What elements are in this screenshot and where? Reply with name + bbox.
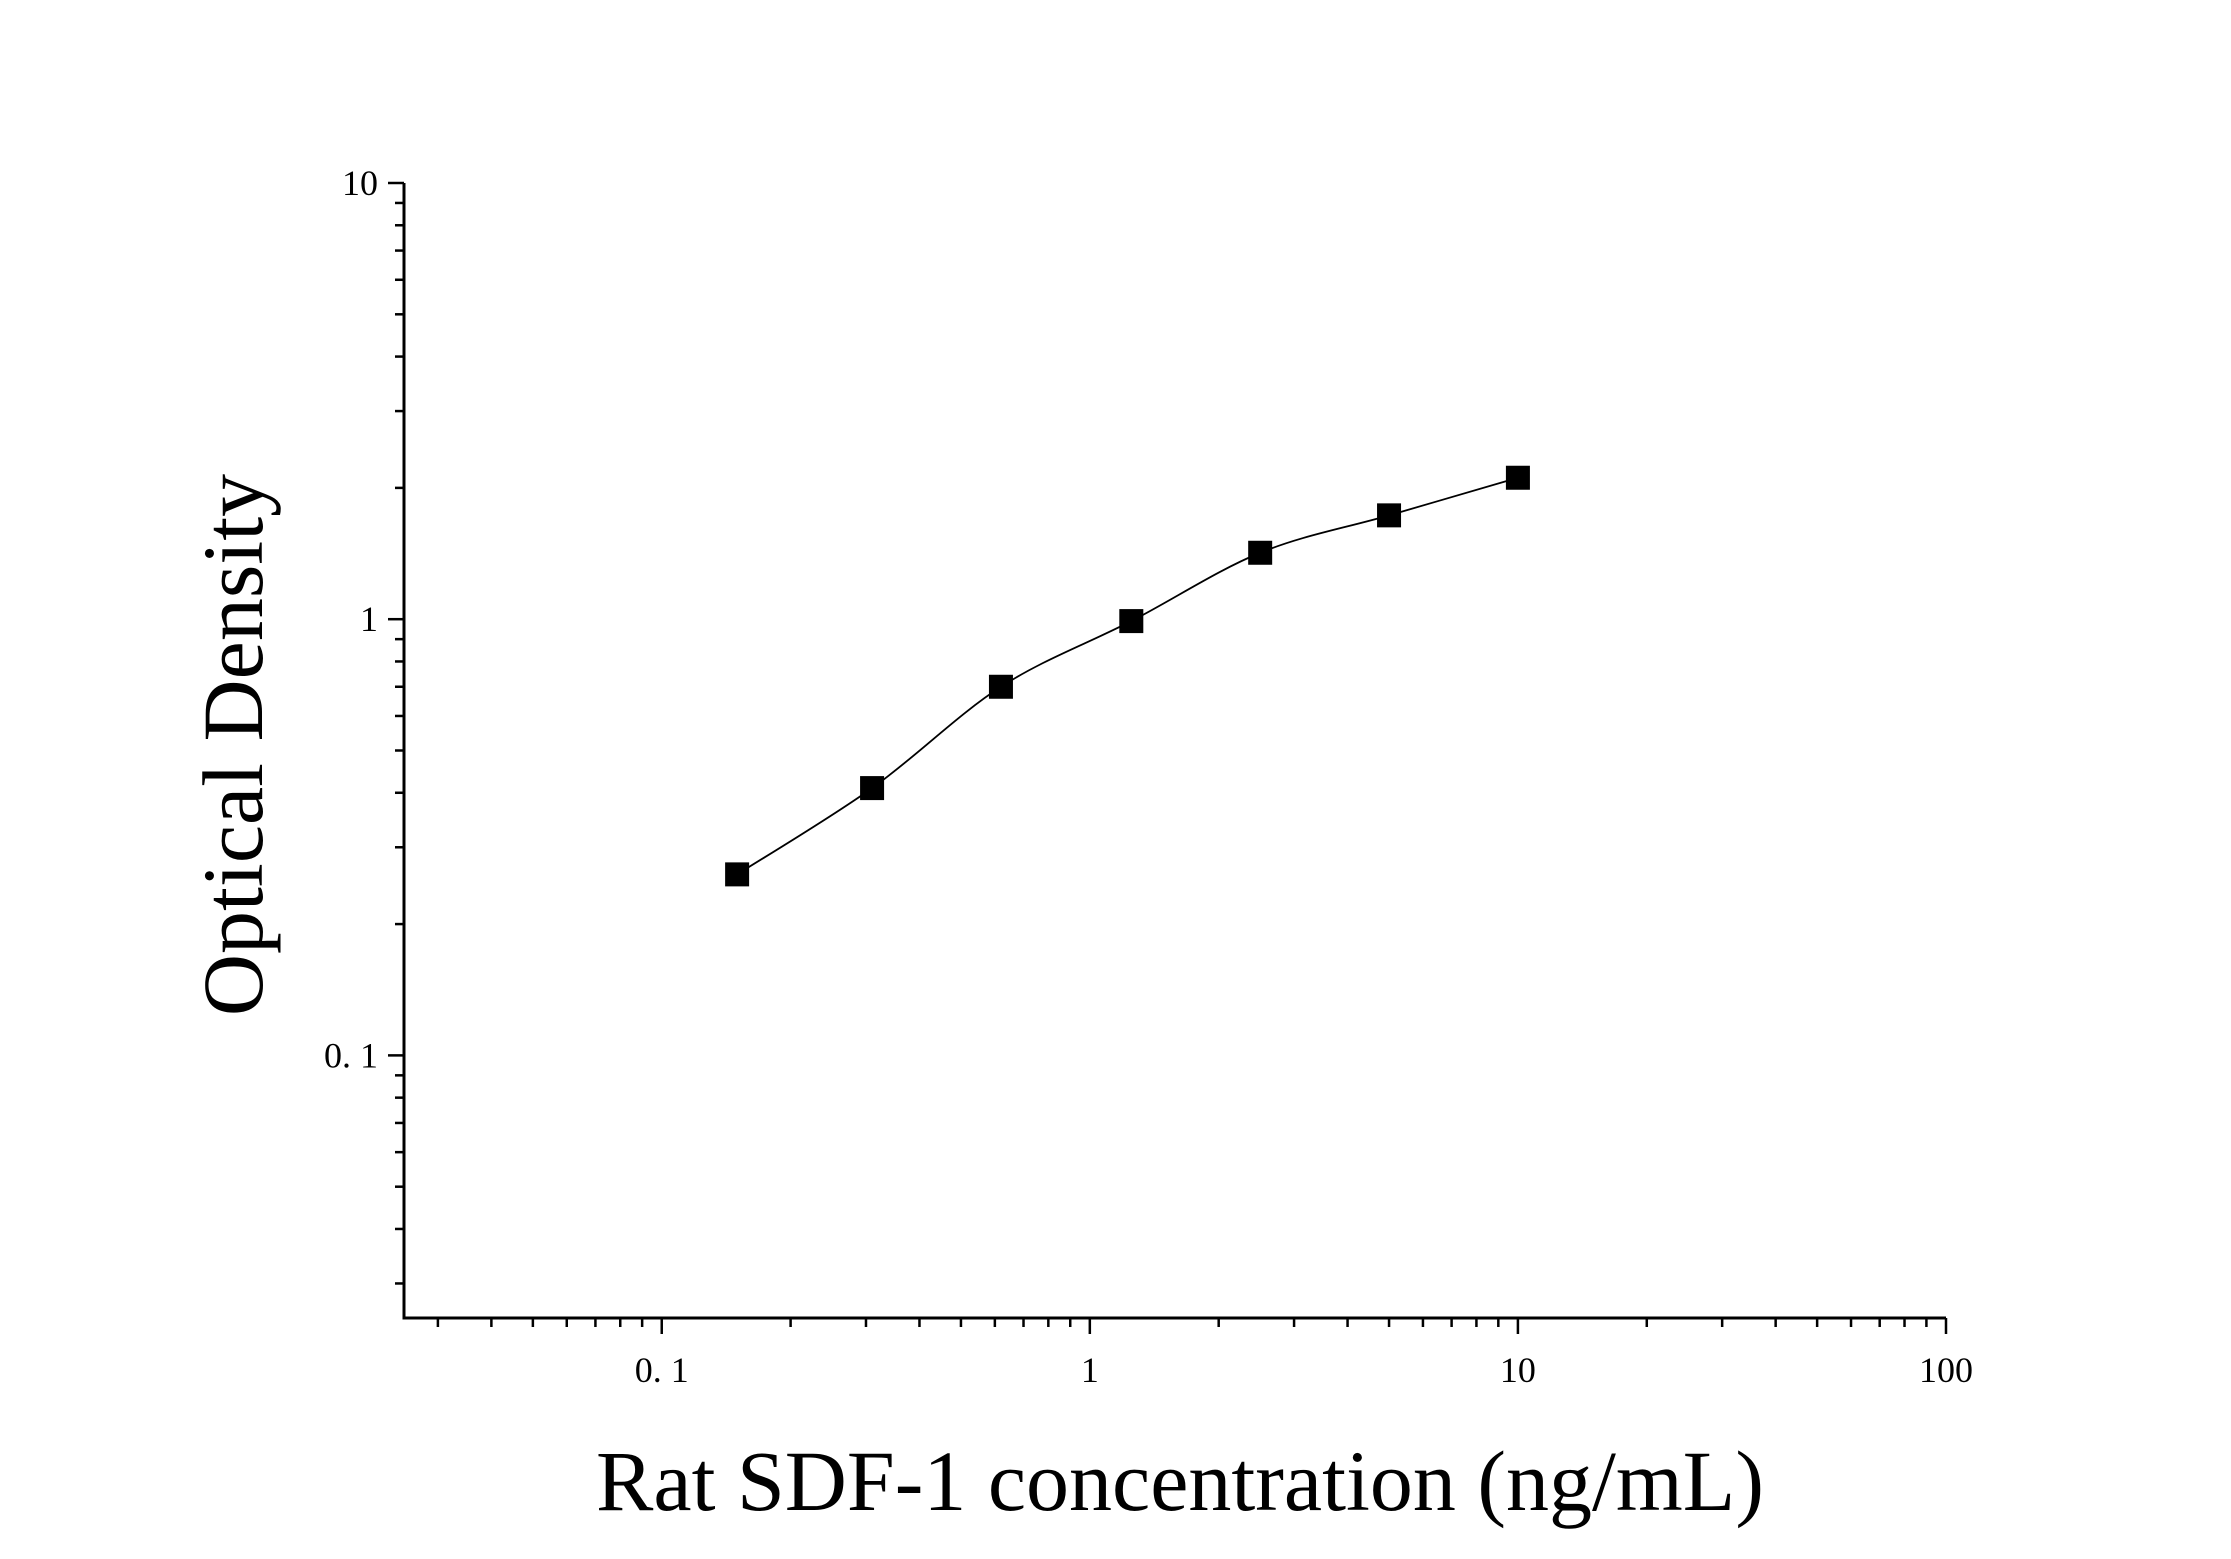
data-point [1248, 540, 1273, 565]
data-point [1119, 609, 1144, 634]
x-tick-label: 10 [1500, 1350, 1536, 1390]
data-point [725, 862, 750, 887]
x-tick-label: 0. 1 [635, 1350, 689, 1390]
x-tick-label: 1 [1081, 1350, 1099, 1390]
data-point [860, 776, 885, 801]
plot-area: 0. 1 1 10 100 0. 1 1 10 [324, 163, 1973, 1390]
data-point [1377, 503, 1402, 528]
data-point [988, 674, 1013, 699]
y-tick-label: 0. 1 [324, 1035, 378, 1075]
y-tick-label: 10 [342, 163, 378, 203]
x-axis-title: Rat SDF-1 concentration (ng/mL) [596, 1433, 1764, 1529]
y-tick-label: 1 [360, 599, 378, 639]
data-point [1505, 465, 1530, 490]
fit-curve [736, 476, 1519, 876]
y-axis-title: Optical Density [185, 474, 281, 1016]
x-tick-label: 100 [1919, 1350, 1973, 1390]
